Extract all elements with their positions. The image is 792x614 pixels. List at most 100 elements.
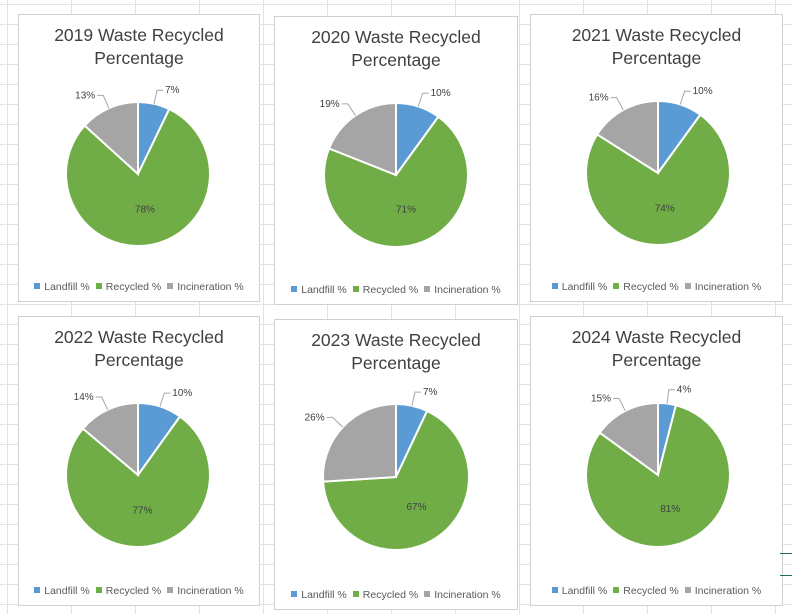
pie-slice-incineration[interactable] bbox=[81, 401, 139, 478]
data-label: 81% bbox=[660, 504, 680, 515]
pie-slice-incineration[interactable] bbox=[83, 100, 139, 177]
legend-item-landfill[interactable]: Landfill % bbox=[291, 284, 347, 296]
legend-swatch bbox=[352, 591, 359, 597]
legend-label: Landfill % bbox=[561, 281, 608, 293]
chart-title: 2020 Waste Recycled Percentage bbox=[275, 26, 517, 72]
legend-item-landfill[interactable]: Landfill % bbox=[551, 281, 608, 293]
legend-item-recycled[interactable]: Recycled % bbox=[613, 585, 679, 597]
data-label: 19% bbox=[320, 99, 340, 110]
data-label: 67% bbox=[406, 502, 426, 513]
pie-slice-recycled[interactable] bbox=[65, 107, 211, 247]
leader-line bbox=[326, 416, 344, 428]
leader-line bbox=[666, 389, 675, 404]
pie-slice-incineration[interactable] bbox=[598, 401, 659, 477]
legend-item-incineration[interactable]: Incineration % bbox=[167, 585, 244, 597]
legend-item-recycled[interactable]: Recycled % bbox=[95, 281, 162, 293]
legend-label: Recycled % bbox=[105, 585, 162, 597]
legend-swatch bbox=[684, 587, 691, 593]
data-label: 15% bbox=[591, 393, 611, 404]
legend-item-incineration[interactable]: Incineration % bbox=[167, 281, 244, 293]
chart-title-line: Percentage bbox=[611, 48, 702, 68]
chart-legend: Landfill % Recycled % Incineration % bbox=[531, 585, 782, 597]
legend-swatch bbox=[95, 587, 102, 593]
legend-label: Recycled % bbox=[105, 281, 162, 293]
legend-label: Recycled % bbox=[362, 589, 419, 601]
legend-label: Landfill % bbox=[44, 585, 90, 597]
pie-slice-recycled[interactable] bbox=[65, 415, 211, 548]
chart-title: 2022 Waste Recycled Percentage bbox=[19, 326, 259, 372]
pie-slice-incineration[interactable] bbox=[595, 99, 659, 175]
pie-slice-incineration[interactable] bbox=[322, 402, 397, 483]
leader-line bbox=[411, 391, 421, 406]
sheet-edge-line bbox=[780, 553, 792, 554]
chart-legend: Landfill % Recycled % Incineration % bbox=[19, 281, 259, 293]
legend-label: Incineration % bbox=[434, 284, 501, 296]
chart-title-line: 2020 Waste Recycled bbox=[311, 27, 481, 47]
legend-item-landfill[interactable]: Landfill % bbox=[551, 585, 607, 597]
legend-item-incineration[interactable]: Incineration % bbox=[424, 589, 501, 601]
leader-line bbox=[159, 392, 171, 407]
chart-title-line: 2024 Waste Recycled bbox=[571, 327, 742, 347]
legend-item-incineration[interactable]: Incineration % bbox=[684, 281, 761, 293]
legend-label: Recycled % bbox=[623, 281, 679, 293]
chart-title: 2019 Waste Recycled Percentage bbox=[19, 24, 259, 70]
leader-line bbox=[613, 397, 626, 412]
sheet-edge-line bbox=[780, 575, 792, 576]
pie-plot: 4% 81% 15% bbox=[585, 385, 731, 548]
data-label: 77% bbox=[132, 506, 152, 517]
pie-chart[interactable]: 2023 Waste Recycled Percentage 7% 67% 26% Lan… bbox=[274, 319, 518, 610]
legend-label: Landfill % bbox=[44, 281, 90, 293]
chart-title-line: 2023 Waste Recycled bbox=[311, 330, 481, 350]
chart-title: 2024 Waste Recycled Percentage bbox=[531, 326, 782, 372]
legend-item-recycled[interactable]: Recycled % bbox=[613, 281, 679, 293]
legend-swatch bbox=[34, 283, 41, 289]
pie-chart[interactable]: 2024 Waste Recycled Percentage 4% 81% 15% Lan… bbox=[530, 316, 783, 606]
data-label: 74% bbox=[655, 203, 675, 214]
pie-chart[interactable]: 2020 Waste Recycled Percentage 10% 71% 19% La… bbox=[274, 16, 518, 305]
legend-item-recycled[interactable]: Recycled % bbox=[352, 589, 419, 601]
legend-item-landfill[interactable]: Landfill % bbox=[291, 589, 347, 601]
leader-line bbox=[95, 396, 109, 410]
chart-title-line: Percentage bbox=[351, 50, 441, 70]
chart-title: 2023 Waste Recycled Percentage bbox=[275, 329, 517, 375]
legend-item-landfill[interactable]: Landfill % bbox=[34, 281, 90, 293]
legend-item-recycled[interactable]: Recycled % bbox=[352, 284, 418, 296]
data-label: 10% bbox=[172, 388, 192, 399]
data-label: 14% bbox=[74, 392, 94, 403]
legend-label: Incineration % bbox=[434, 589, 501, 601]
legend-swatch bbox=[291, 286, 298, 292]
legend-swatch bbox=[95, 283, 102, 289]
legend-swatch bbox=[551, 587, 558, 593]
legend-swatch bbox=[613, 283, 620, 289]
chart-legend: Landfill % Recycled % Incineration % bbox=[275, 284, 517, 296]
leader-line bbox=[610, 97, 624, 111]
pie-chart[interactable]: 2021 Waste Recycled Percentage 10% 74% 16% La… bbox=[530, 14, 783, 302]
data-label: 10% bbox=[431, 88, 451, 99]
data-label: 13% bbox=[75, 90, 95, 101]
legend-swatch bbox=[551, 283, 558, 289]
pie-plot: 7% 67% 26% bbox=[305, 387, 470, 551]
legend-item-recycled[interactable]: Recycled % bbox=[95, 585, 162, 597]
pie-slice-recycled[interactable] bbox=[585, 113, 731, 246]
legend-swatch bbox=[684, 283, 691, 289]
leader-line bbox=[679, 90, 691, 105]
data-label: 78% bbox=[135, 204, 155, 215]
pie-plot: 7% 78% 13% bbox=[65, 85, 211, 247]
legend-item-incineration[interactable]: Incineration % bbox=[424, 284, 501, 296]
legend-label: Landfill % bbox=[301, 284, 347, 296]
leader-line bbox=[341, 103, 356, 116]
legend-item-incineration[interactable]: Incineration % bbox=[684, 585, 761, 597]
legend-label: Landfill % bbox=[301, 589, 347, 601]
chart-legend: Landfill % Recycled % Incineration % bbox=[19, 585, 259, 597]
legend-label: Incineration % bbox=[177, 585, 244, 597]
data-label: 10% bbox=[693, 86, 713, 97]
pie-slice-incineration[interactable] bbox=[327, 101, 397, 177]
data-label: 26% bbox=[305, 412, 325, 423]
legend-swatch bbox=[167, 283, 174, 289]
legend-label: Recycled % bbox=[623, 585, 679, 597]
pie-slice-recycled[interactable] bbox=[323, 115, 469, 248]
pie-chart[interactable]: 2019 Waste Recycled Percentage 7% 78% 13% Lan… bbox=[18, 14, 260, 302]
legend-item-landfill[interactable]: Landfill % bbox=[34, 585, 90, 597]
pie-chart[interactable]: 2022 Waste Recycled Percentage 10% 77% 14% La… bbox=[18, 316, 260, 606]
pie-slice-recycled[interactable] bbox=[322, 409, 470, 551]
